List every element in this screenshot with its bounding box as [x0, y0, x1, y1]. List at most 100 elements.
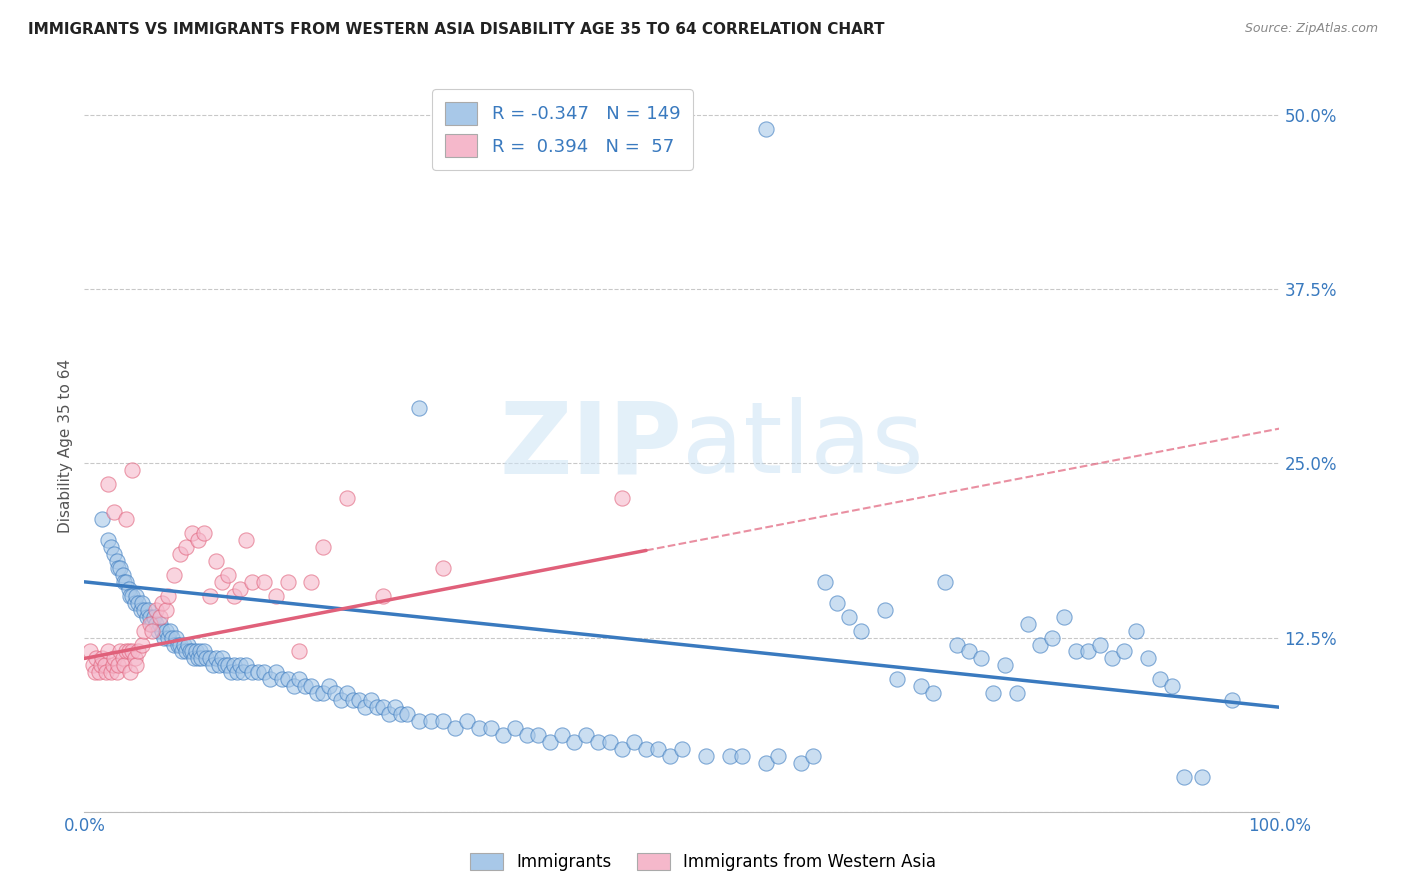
Point [408, 401, 430, 415]
Point [115, 512, 138, 526]
Point [193, 644, 215, 658]
Point [174, 644, 197, 658]
Legend: Immigrants, Immigrants from Western Asia: Immigrants, Immigrants from Western Asia [461, 845, 945, 880]
Point [149, 609, 172, 624]
Point [336, 686, 359, 700]
Point [366, 700, 388, 714]
Point [479, 721, 502, 735]
Point [150, 596, 173, 610]
Point [229, 658, 252, 673]
Point [1077, 644, 1099, 658]
Point [181, 644, 204, 658]
Point [432, 561, 454, 575]
Point [1053, 609, 1076, 624]
Point [1005, 686, 1028, 700]
Point [211, 651, 233, 665]
Point [838, 609, 860, 624]
Point [288, 644, 311, 658]
Point [127, 596, 149, 610]
Text: IMMIGRANTS VS IMMIGRANTS FROM WESTERN ASIA DISABILITY AGE 35 TO 64 CORRELATION C: IMMIGRANTS VS IMMIGRANTS FROM WESTERN AS… [28, 22, 884, 37]
Point [1090, 638, 1112, 652]
Point [277, 673, 299, 687]
Point [349, 693, 371, 707]
Point [145, 603, 167, 617]
Point [396, 707, 419, 722]
Point [183, 651, 205, 665]
Point [373, 589, 395, 603]
Point [671, 742, 693, 756]
Point [307, 686, 329, 700]
Legend: R = -0.347   N = 149, R =  0.394   N =  57: R = -0.347 N = 149, R = 0.394 N = 57 [432, 89, 693, 170]
Point [118, 665, 141, 680]
Point [127, 644, 149, 658]
Point [205, 554, 228, 568]
Point [970, 651, 993, 665]
Point [492, 728, 515, 742]
Point [981, 686, 1004, 700]
Point [1114, 644, 1136, 658]
Point [135, 609, 157, 624]
Point [384, 700, 406, 714]
Point [84, 665, 107, 680]
Point [139, 609, 162, 624]
Point [79, 644, 101, 658]
Point [184, 644, 207, 658]
Point [174, 540, 197, 554]
Point [163, 638, 186, 652]
Point [253, 574, 276, 589]
Point [198, 589, 221, 603]
Point [330, 693, 353, 707]
Point [124, 596, 146, 610]
Point [408, 714, 430, 728]
Point [957, 644, 980, 658]
Point [205, 651, 228, 665]
Point [301, 679, 323, 693]
Point [112, 574, 135, 589]
Point [217, 567, 239, 582]
Point [166, 638, 188, 652]
Point [814, 574, 837, 589]
Point [148, 624, 170, 638]
Point [101, 658, 124, 673]
Point [149, 616, 172, 631]
Point [1149, 673, 1171, 687]
Text: Source: ZipAtlas.com: Source: ZipAtlas.com [1244, 22, 1378, 36]
Point [107, 658, 129, 673]
Point [115, 644, 138, 658]
Point [468, 721, 491, 735]
Point [193, 526, 215, 541]
Point [1161, 679, 1184, 693]
Point [103, 651, 125, 665]
Point [755, 122, 778, 136]
Point [325, 686, 347, 700]
Point [1125, 624, 1147, 638]
Point [90, 658, 112, 673]
Point [283, 679, 305, 693]
Point [226, 665, 249, 680]
Point [910, 679, 932, 693]
Point [103, 547, 125, 561]
Point [378, 707, 401, 722]
Point [1066, 644, 1088, 658]
Point [214, 658, 236, 673]
Point [1173, 770, 1195, 784]
Point [1018, 616, 1040, 631]
Point [235, 658, 257, 673]
Point [336, 491, 359, 506]
Point [142, 609, 165, 624]
Text: ZIP: ZIP [499, 398, 682, 494]
Point [91, 512, 114, 526]
Point [420, 714, 443, 728]
Point [217, 658, 239, 673]
Point [82, 658, 104, 673]
Point [173, 638, 195, 652]
Point [160, 631, 183, 645]
Point [270, 673, 292, 687]
Point [211, 574, 233, 589]
Point [588, 735, 610, 749]
Point [718, 749, 741, 764]
Point [456, 714, 478, 728]
Point [121, 589, 143, 603]
Point [121, 463, 143, 477]
Point [551, 728, 574, 742]
